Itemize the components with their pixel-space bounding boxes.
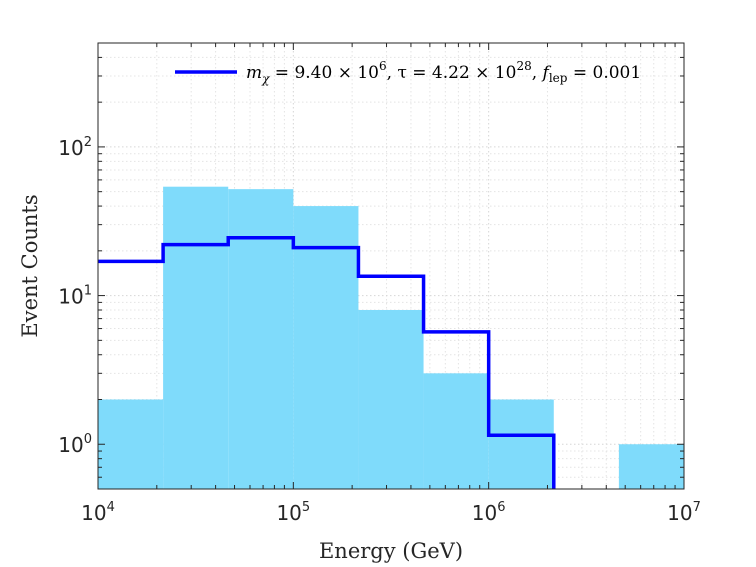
plot-frame (97, 42, 685, 490)
histogram-bar (488, 399, 554, 489)
grid (97, 42, 684, 490)
histogram-bar (293, 206, 359, 489)
y-axis-label: Event Counts (18, 194, 42, 337)
legend: mχ = 9.40 × 106, τ = 4.22 × 1028, flep =… (175, 59, 641, 86)
x-tick-label: 106 (472, 500, 506, 525)
histogram-bars (98, 186, 684, 489)
histogram-bar (358, 309, 424, 489)
y-tick-label: 100 (58, 432, 92, 457)
histogram-bar (423, 373, 489, 489)
y-tick-label: 101 (58, 284, 92, 309)
histogram-bar (228, 189, 294, 489)
x-tick-label: 107 (667, 500, 701, 525)
histogram-bar (618, 444, 684, 489)
model-step-line (98, 235, 556, 489)
y-tick-label: 102 (58, 135, 92, 160)
x-axis-label: Energy (GeV) (319, 539, 463, 563)
legend-label: mχ = 9.40 × 106, τ = 4.22 × 1028, flep =… (246, 59, 641, 86)
histogram-bar (163, 186, 229, 489)
axis-ticks (97, 42, 684, 490)
histogram-bar (98, 399, 164, 489)
x-tick-label: 105 (276, 500, 310, 525)
x-tick-label: 104 (81, 500, 115, 525)
